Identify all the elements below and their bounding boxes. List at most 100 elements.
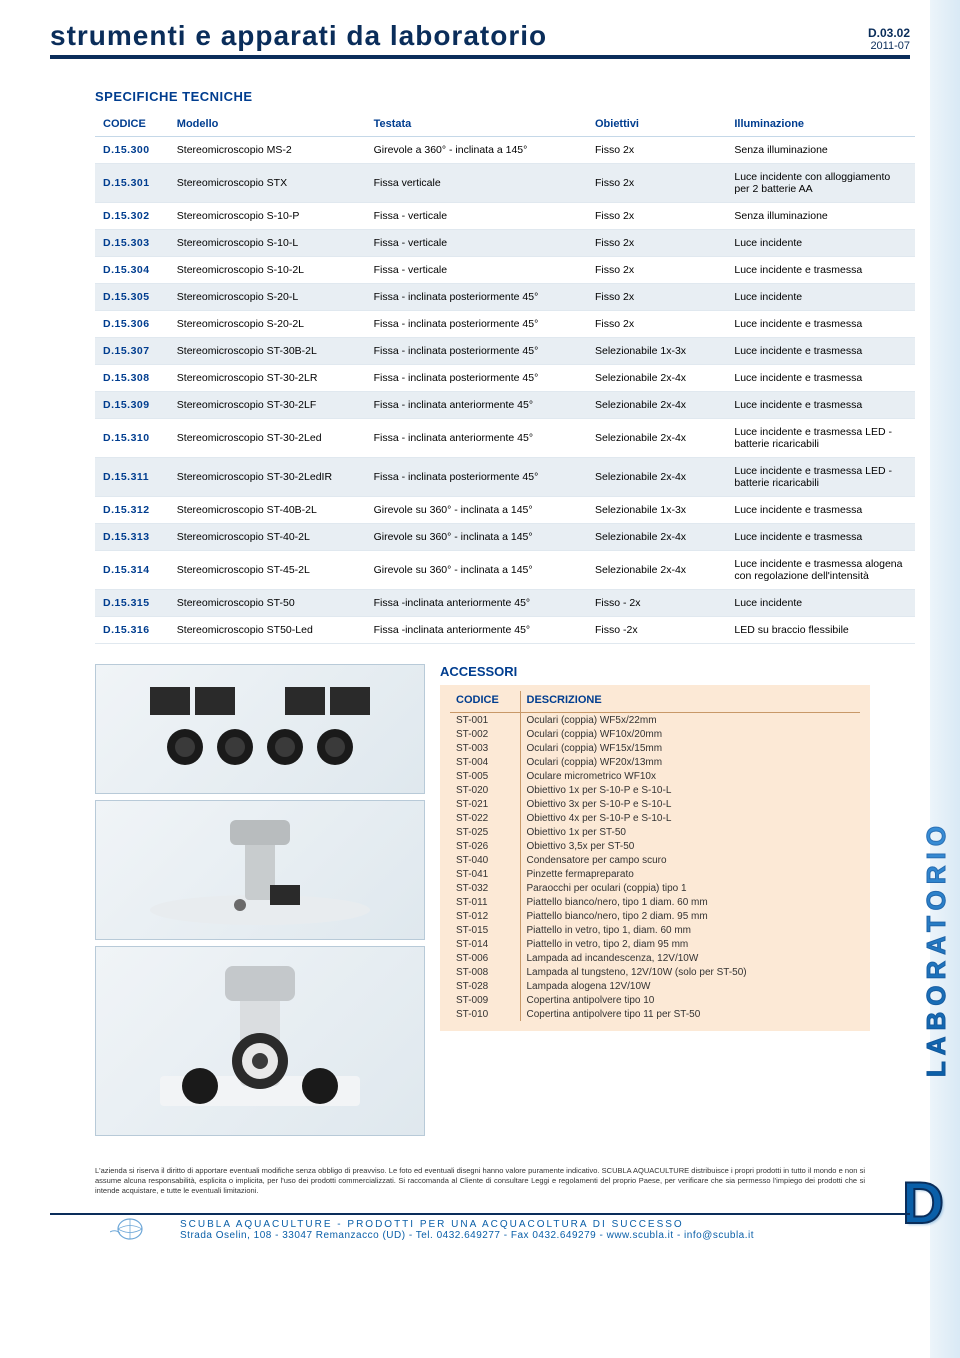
cell-code: D.15.316 bbox=[95, 617, 169, 644]
acc-cell: ST-040 bbox=[450, 853, 520, 867]
cell-value: Selezionabile 2x-4x bbox=[587, 392, 726, 419]
cell-value: Stereomicroscopio ST-40B-2L bbox=[169, 497, 366, 524]
cell-value: Luce incidente e trasmessa alogena con r… bbox=[726, 551, 915, 590]
table-header: Testata bbox=[366, 112, 587, 137]
acc-cell: Piattello bianco/nero, tipo 1 diam. 60 m… bbox=[520, 895, 860, 909]
table-row: D.15.301Stereomicroscopio STXFissa verti… bbox=[95, 164, 915, 203]
cell-value: Fisso 2x bbox=[587, 137, 726, 164]
acc-cell: Paraocchi per oculari (coppia) tipo 1 bbox=[520, 881, 860, 895]
acc-row: ST-003Oculari (coppia) WF15x/15mm bbox=[450, 741, 860, 755]
background-gradient bbox=[930, 0, 960, 1358]
cell-code: D.15.310 bbox=[95, 419, 169, 458]
cell-code: D.15.314 bbox=[95, 551, 169, 590]
acc-row: ST-040Condensatore per campo scuro bbox=[450, 853, 860, 867]
specs-table: CODICEModelloTestataObiettiviIlluminazio… bbox=[95, 112, 915, 644]
acc-cell: Piattello in vetro, tipo 2, diam 95 mm bbox=[520, 937, 860, 951]
accessories-title: ACCESSORI bbox=[440, 664, 870, 679]
table-header: Illuminazione bbox=[726, 112, 915, 137]
doc-ref: D.03.02 2011-07 bbox=[868, 26, 910, 52]
cell-value: Selezionabile 1x-3x bbox=[587, 338, 726, 365]
table-row: D.15.303Stereomicroscopio S-10-LFissa - … bbox=[95, 230, 915, 257]
cell-value: Luce incidente e trasmessa bbox=[726, 524, 915, 551]
doc-code: D.03.02 bbox=[868, 26, 910, 40]
cell-code: D.15.312 bbox=[95, 497, 169, 524]
acc-cell: ST-014 bbox=[450, 937, 520, 951]
acc-row: ST-020Obiettivo 1x per S-10-P e S-10-L bbox=[450, 783, 860, 797]
cell-value: Fisso 2x bbox=[587, 311, 726, 338]
acc-cell: ST-005 bbox=[450, 769, 520, 783]
cell-value: Fissa verticale bbox=[366, 164, 587, 203]
cell-value: Fissa - inclinata posteriormente 45° bbox=[366, 311, 587, 338]
acc-cell: ST-026 bbox=[450, 839, 520, 853]
table-row: D.15.307Stereomicroscopio ST-30B-2LFissa… bbox=[95, 338, 915, 365]
acc-cell: Copertina antipolvere tipo 11 per ST-50 bbox=[520, 1007, 860, 1021]
cell-value: Fisso -2x bbox=[587, 617, 726, 644]
product-photos bbox=[95, 664, 425, 1136]
acc-row: ST-025Obiettivo 1x per ST-50 bbox=[450, 825, 860, 839]
photo-accessories bbox=[95, 664, 425, 794]
cell-value: Fisso 2x bbox=[587, 203, 726, 230]
cell-value: Luce incidente bbox=[726, 230, 915, 257]
acc-cell: Piattello in vetro, tipo 1, diam. 60 mm bbox=[520, 923, 860, 937]
acc-row: ST-004Oculari (coppia) WF20x/13mm bbox=[450, 755, 860, 769]
cell-code: D.15.308 bbox=[95, 365, 169, 392]
cell-value: Stereomicroscopio STX bbox=[169, 164, 366, 203]
acc-cell: ST-028 bbox=[450, 979, 520, 993]
cell-value: Stereomicroscopio ST-30-2LR bbox=[169, 365, 366, 392]
cell-code: D.15.301 bbox=[95, 164, 169, 203]
cell-value: Luce incidente con alloggiamento per 2 b… bbox=[726, 164, 915, 203]
cell-value: Fissa - verticale bbox=[366, 230, 587, 257]
cell-code: D.15.311 bbox=[95, 458, 169, 497]
cell-value: Fisso 2x bbox=[587, 257, 726, 284]
cell-value: Stereomicroscopio MS-2 bbox=[169, 137, 366, 164]
acc-cell: ST-010 bbox=[450, 1007, 520, 1021]
cell-value: Stereomicroscopio S-10-2L bbox=[169, 257, 366, 284]
acc-cell: Copertina antipolvere tipo 10 bbox=[520, 993, 860, 1007]
cell-value: Luce incidente e trasmessa LED - batteri… bbox=[726, 419, 915, 458]
cell-value: Luce incidente e trasmessa bbox=[726, 338, 915, 365]
acc-cell: ST-021 bbox=[450, 797, 520, 811]
acc-row: ST-015Piattello in vetro, tipo 1, diam. … bbox=[450, 923, 860, 937]
acc-row: ST-032Paraocchi per oculari (coppia) tip… bbox=[450, 881, 860, 895]
cell-value: Stereomicroscopio ST-50 bbox=[169, 590, 366, 617]
table-row: D.15.302Stereomicroscopio S-10-PFissa - … bbox=[95, 203, 915, 230]
cell-value: Stereomicroscopio S-10-L bbox=[169, 230, 366, 257]
table-row: D.15.305Stereomicroscopio S-20-LFissa - … bbox=[95, 284, 915, 311]
table-row: D.15.312Stereomicroscopio ST-40B-2LGirev… bbox=[95, 497, 915, 524]
section-title-specs: SPECIFICHE TECNICHE bbox=[95, 89, 910, 104]
cell-value: Fissa - inclinata posteriormente 45° bbox=[366, 458, 587, 497]
acc-cell: Pinzette fermapreparato bbox=[520, 867, 860, 881]
acc-cell: ST-025 bbox=[450, 825, 520, 839]
acc-cell: ST-002 bbox=[450, 727, 520, 741]
cell-value: Selezionabile 1x-3x bbox=[587, 497, 726, 524]
acc-row: ST-002Oculari (coppia) WF10x/20mm bbox=[450, 727, 860, 741]
cell-value: Luce incidente e trasmessa LED - batteri… bbox=[726, 458, 915, 497]
acc-cell: Oculari (coppia) WF5x/22mm bbox=[520, 713, 860, 728]
table-row: D.15.309Stereomicroscopio ST-30-2LFFissa… bbox=[95, 392, 915, 419]
table-row: D.15.300Stereomicroscopio MS-2Girevole a… bbox=[95, 137, 915, 164]
acc-row: ST-005Oculare micrometrico WF10x bbox=[450, 769, 860, 783]
cell-value: Selezionabile 2x-4x bbox=[587, 458, 726, 497]
acc-cell: ST-032 bbox=[450, 881, 520, 895]
page-header: strumenti e apparati da laboratorio D.03… bbox=[50, 20, 910, 59]
cell-code: D.15.303 bbox=[95, 230, 169, 257]
acc-cell: Lampada ad incandescenza, 12V/10W bbox=[520, 951, 860, 965]
acc-cell: ST-008 bbox=[450, 965, 520, 979]
acc-cell: Lampada alogena 12V/10W bbox=[520, 979, 860, 993]
acc-cell: Obiettivo 4x per S-10-P e S-10-L bbox=[520, 811, 860, 825]
cell-value: Luce incidente e trasmessa bbox=[726, 392, 915, 419]
table-row: D.15.304Stereomicroscopio S-10-2LFissa -… bbox=[95, 257, 915, 284]
accessories-box: ACCESSORI CODICEDESCRIZIONE ST-001Ocular… bbox=[440, 664, 870, 1136]
acc-row: ST-022Obiettivo 4x per S-10-P e S-10-L bbox=[450, 811, 860, 825]
cell-value: Stereomicroscopio ST-45-2L bbox=[169, 551, 366, 590]
cell-value: Stereomicroscopio ST-30-2LF bbox=[169, 392, 366, 419]
cell-value: Stereomicroscopio ST-30B-2L bbox=[169, 338, 366, 365]
table-row: D.15.313Stereomicroscopio ST-40-2LGirevo… bbox=[95, 524, 915, 551]
acc-cell: ST-022 bbox=[450, 811, 520, 825]
cell-code: D.15.315 bbox=[95, 590, 169, 617]
cell-value: Girevole su 360° - inclinata a 145° bbox=[366, 497, 587, 524]
cell-value: Stereomicroscopio S-20-2L bbox=[169, 311, 366, 338]
footer-company-line: SCUBLA AQUACULTURE - PRODOTTI PER UNA AC… bbox=[180, 1219, 910, 1230]
cell-value: Stereomicroscopio ST-30-2Led bbox=[169, 419, 366, 458]
cell-code: D.15.306 bbox=[95, 311, 169, 338]
